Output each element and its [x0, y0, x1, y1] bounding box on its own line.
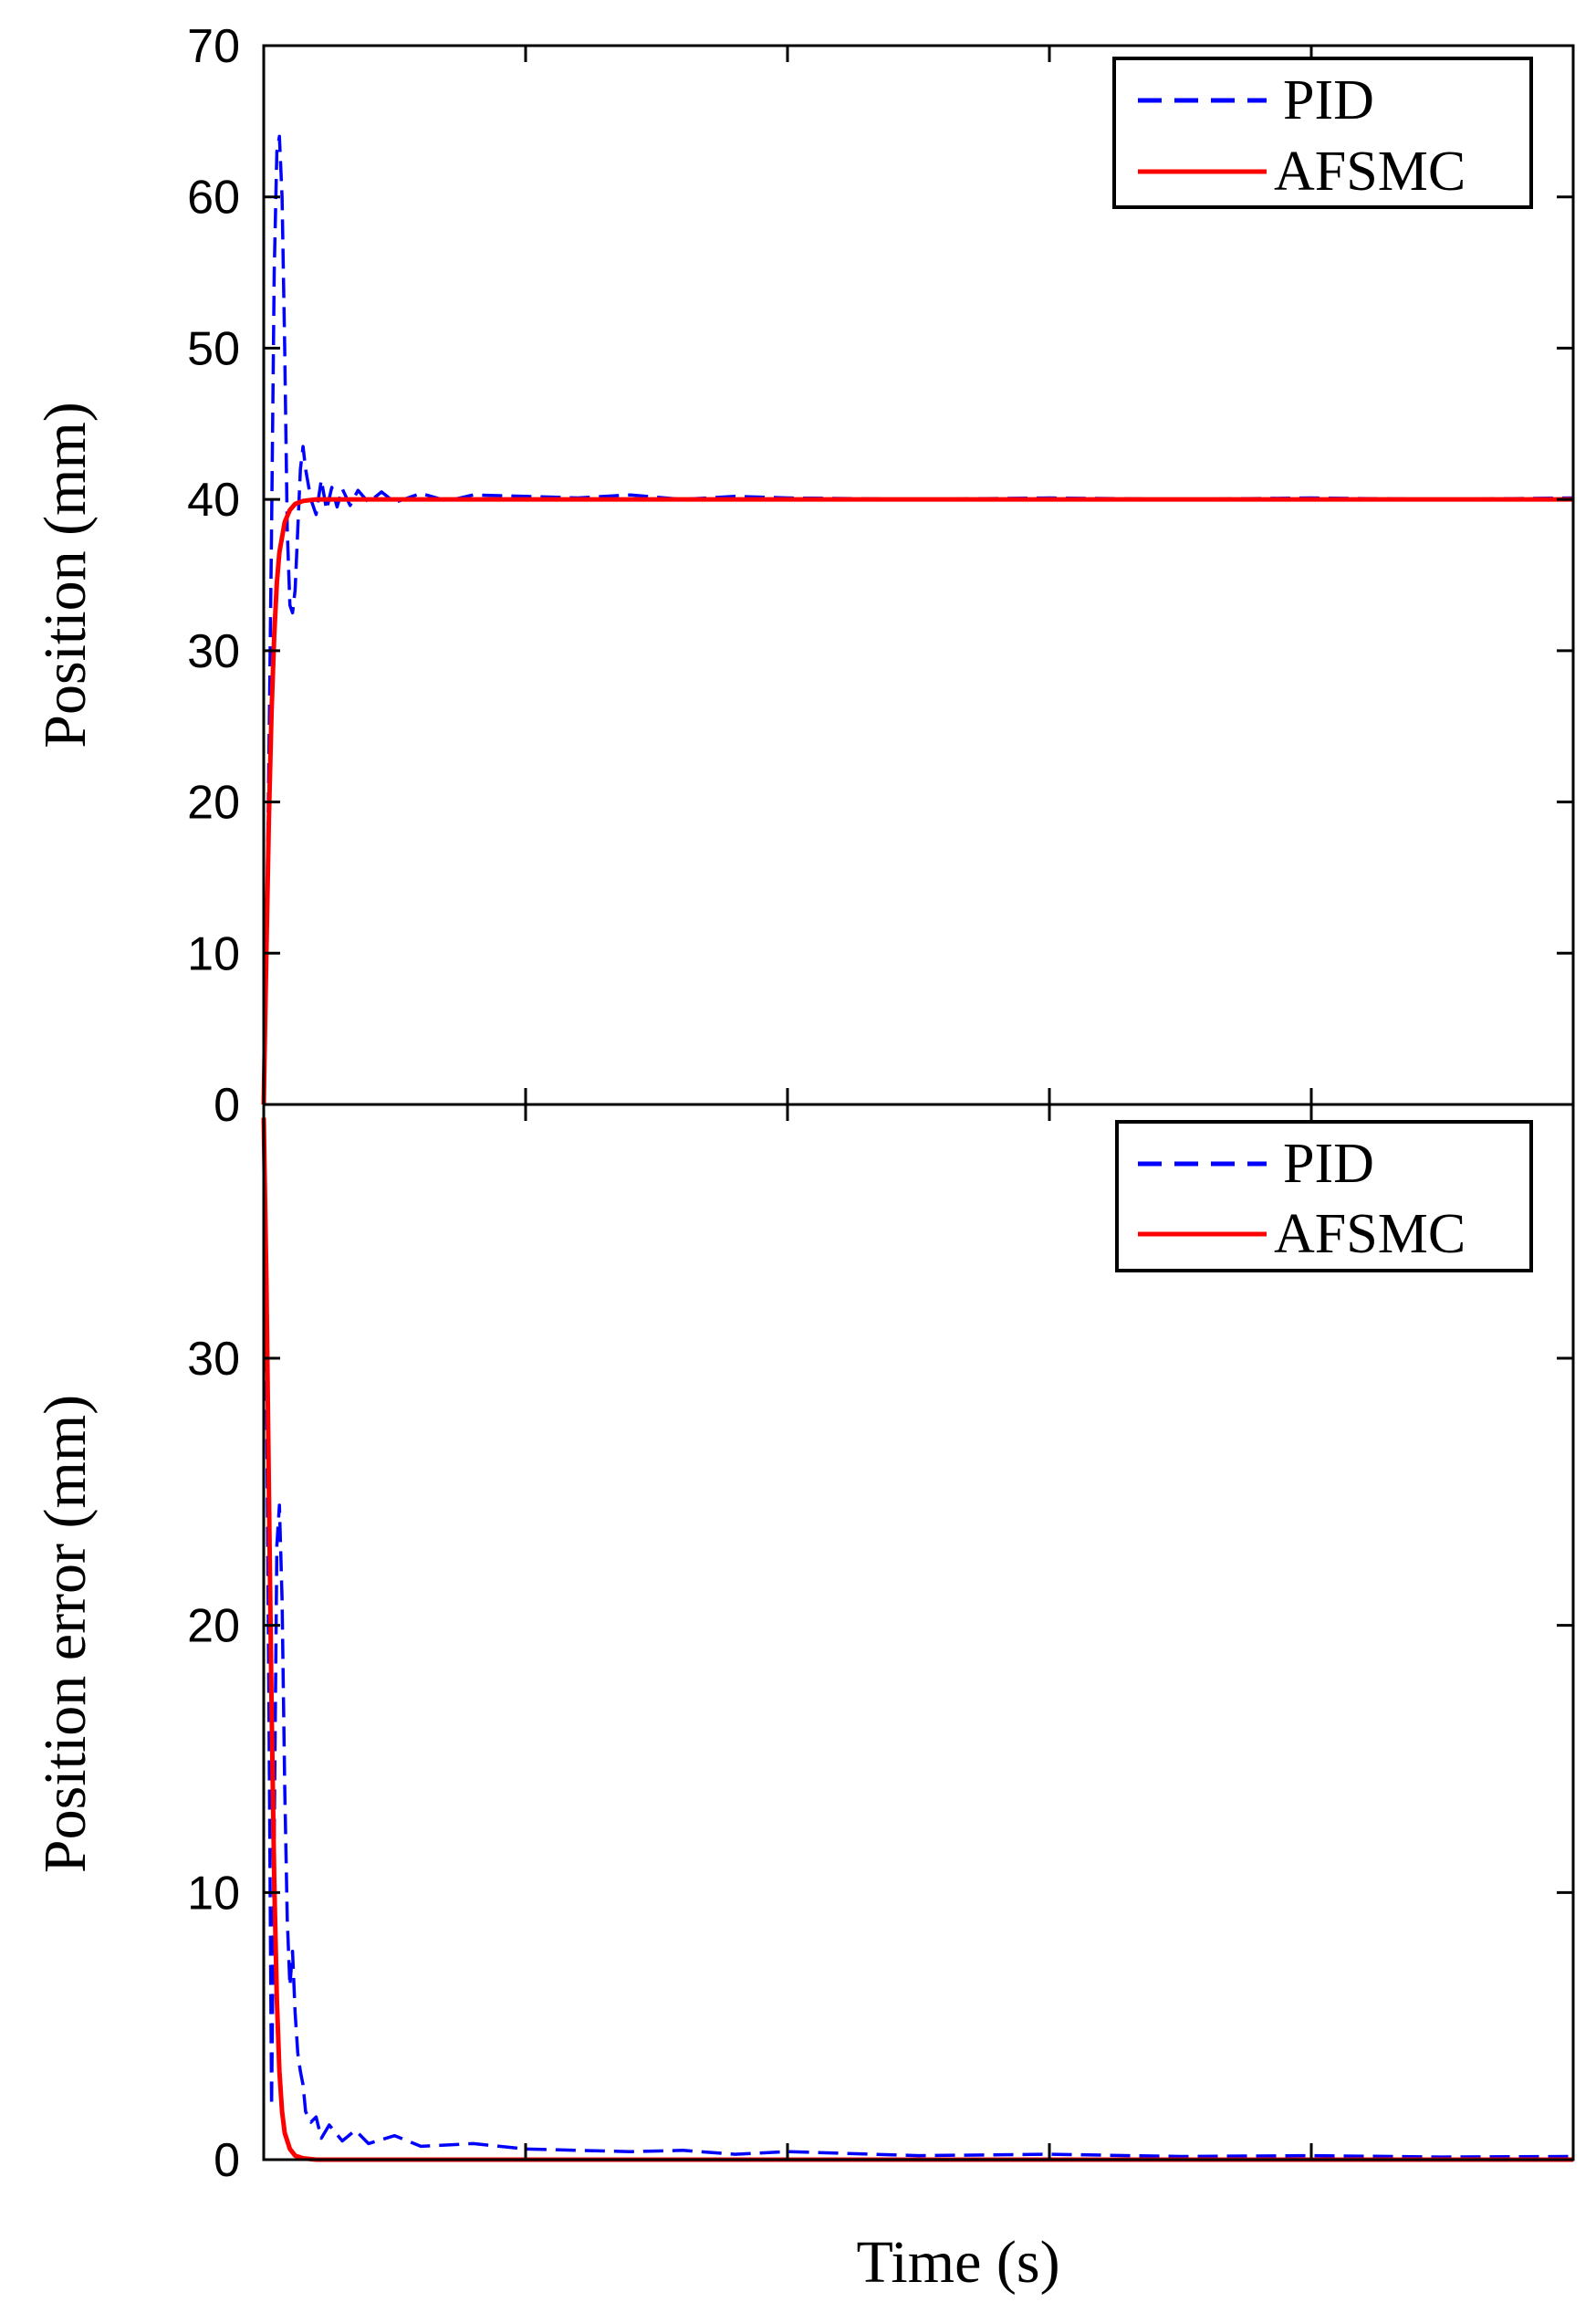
- position-y-tick-label: 30: [187, 625, 240, 678]
- error-legend-box: [1115, 1120, 1533, 1272]
- position-series-pid-line: [262, 134, 1574, 1105]
- error-y-tick-label: 30: [187, 1333, 240, 1386]
- error-y-tick-label: 10: [187, 1867, 240, 1920]
- error-series-pid-line: [262, 1117, 1574, 2159]
- error-legend-label-afsmc: AFSMC: [1274, 1203, 1466, 1265]
- position-y-tick-label: 0: [214, 1079, 240, 1132]
- position-y-tick-label: 40: [187, 474, 240, 527]
- position-series-afsmc-line: [261, 497, 1573, 1105]
- position-y-tick-label: 70: [187, 20, 240, 73]
- position-y-tick-label: 50: [187, 322, 240, 375]
- position-y-axis-label: Position (mm): [32, 402, 99, 748]
- position-y-tick-label: 60: [187, 172, 240, 225]
- error-y-tick-label: 0: [214, 2134, 240, 2187]
- error-y-tick-label: 20: [187, 1600, 240, 1653]
- position-legend-label-pid: PID: [1283, 69, 1374, 131]
- position-y-tick-label: 10: [187, 927, 240, 980]
- error-legend: PID AFSMC: [1115, 1120, 1533, 1272]
- error-plot-frame: [262, 1103, 1575, 2161]
- position-series-layer: [261, 134, 1574, 1105]
- x-axis-label: Time (s): [856, 2229, 1059, 2296]
- error-ticks: 0 10 20 30: [187, 1104, 1575, 2187]
- position-ticks: 0 10 20 30 40 50 60 70: [187, 20, 1575, 1132]
- position-error-chart: 0 10 20 30 Position error (mm) Time (s) PID…: [32, 1103, 1575, 2296]
- position-legend-box: [1112, 57, 1533, 209]
- error-legend-label-pid: PID: [1283, 1133, 1374, 1195]
- position-y-tick-label: 20: [187, 777, 240, 830]
- position-legend-label-afsmc: AFSMC: [1274, 141, 1466, 203]
- position-legend: PID AFSMC: [1112, 57, 1533, 209]
- position-chart: 0 10 20 30 40 50 60 70 Position (mm) PID AFSMC: [32, 20, 1575, 1132]
- error-y-axis-label: Position error (mm): [32, 1395, 99, 1873]
